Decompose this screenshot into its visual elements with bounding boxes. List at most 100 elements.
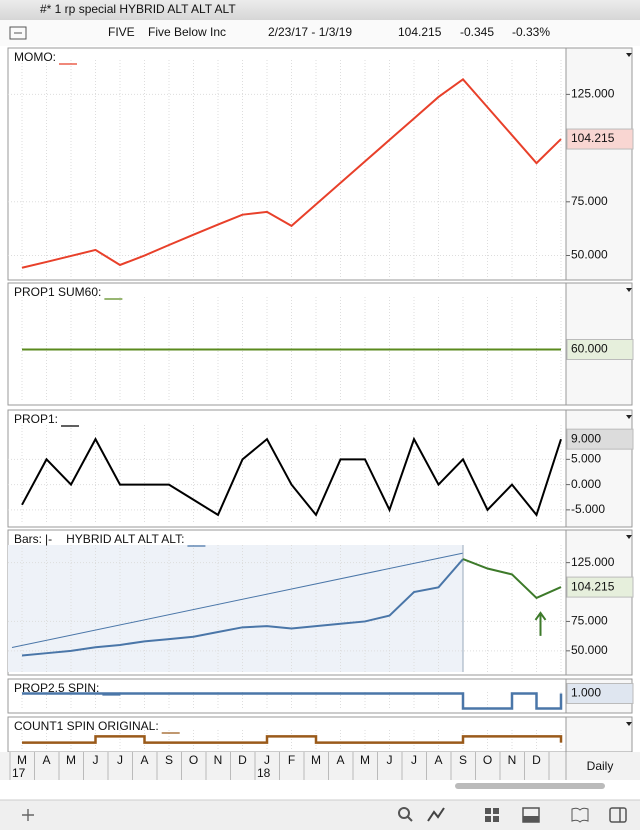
panel-menu	[626, 53, 632, 57]
header-bar	[0, 20, 640, 46]
scale-area	[565, 716, 633, 753]
search-button[interactable]	[398, 807, 410, 819]
x-tick-label: S	[459, 753, 467, 767]
search-handle	[407, 816, 413, 822]
line	[21, 436, 562, 517]
current-value-label: 104.215	[571, 579, 615, 593]
panel-frame	[7, 678, 633, 714]
y-tick-label: 125.000	[571, 87, 615, 101]
price-change-pct: -0.33%	[512, 25, 550, 39]
sidebar-button[interactable]	[609, 807, 627, 823]
panel-menu	[626, 722, 632, 726]
y-tick-label: 75.000	[571, 194, 608, 208]
current-value-label: 60.000	[571, 342, 608, 356]
panel-title: Bars:	[14, 532, 42, 546]
y-tick-label: 125.000	[571, 555, 615, 569]
scale-area	[565, 47, 633, 281]
panel-menu	[626, 535, 632, 539]
x-tick-label: D	[532, 753, 541, 767]
interval[interactable]: Daily	[587, 759, 614, 773]
x-tick-label: J	[93, 753, 99, 767]
panel: PROP1 SUM60: 60.000	[7, 282, 634, 406]
current-value-box	[566, 128, 634, 150]
step-line	[22, 692, 563, 710]
signal-arrow	[534, 611, 547, 636]
panel: 125.000 75.000 50.000 MOMO: 104.215	[7, 47, 634, 281]
last-price: 104.215	[398, 25, 442, 39]
panel-title: PROP1 SUM60:	[14, 285, 101, 299]
scrollbar[interactable]	[455, 783, 605, 789]
year-label: 18	[257, 766, 271, 780]
line	[21, 558, 464, 657]
layout-button[interactable]	[485, 808, 499, 822]
company-name: Five Below Inc	[148, 25, 226, 39]
current-value-label: 9.000	[571, 431, 601, 445]
x-tick-label: A	[434, 753, 442, 767]
x-tick-label: O	[483, 753, 492, 767]
draw-button[interactable]	[427, 807, 445, 822]
panel-frame	[7, 47, 633, 281]
x-tick-label: O	[189, 753, 198, 767]
time-axis	[0, 752, 640, 780]
panel-subtitle: HYBRID ALT ALT ALT:	[66, 532, 184, 546]
y-tick-label: 5.000	[571, 452, 601, 466]
panel: PROP2.5 SPIN: 1.000	[7, 678, 634, 714]
panel-title: PROP1:	[14, 412, 58, 426]
step-line	[22, 735, 563, 744]
line	[462, 558, 562, 600]
price-change: -0.345	[460, 25, 494, 39]
toolbar	[0, 800, 640, 830]
x-tick-label: M	[17, 753, 27, 767]
panel-title: PROP2.5 SPIN:	[14, 681, 99, 695]
x-tick-label: D	[238, 753, 247, 767]
x-tick-label: M	[360, 753, 370, 767]
trend-line	[11, 552, 464, 649]
panel: 125.000 75.000 50.000 Bars: |- HYBRID ALT ALT…	[7, 529, 634, 676]
x-tick-label: M	[311, 753, 321, 767]
year-label: 17	[12, 766, 26, 780]
scale-area	[565, 529, 633, 676]
x-tick-label: N	[214, 753, 223, 767]
current-value-box	[566, 428, 634, 450]
x-tick-label: J	[411, 753, 417, 767]
symbol: FIVE	[108, 25, 135, 39]
y-tick-label: -5.000	[571, 502, 605, 516]
current-value-label: 104.215	[571, 131, 615, 145]
window-title: #* 1 rp special HYBRID ALT ALT ALT	[40, 2, 236, 16]
panel-title: COUNT1 SPIN ORIGINAL:	[14, 719, 159, 733]
panel-title: MOMO:	[14, 50, 56, 64]
current-value-box	[566, 576, 634, 598]
current-value-label: 1.000	[571, 686, 601, 700]
x-tick-label: J	[264, 753, 270, 767]
x-tick-label: A	[42, 753, 50, 767]
panel-menu	[626, 288, 632, 292]
panel: COUNT1 SPIN ORIGINAL:	[7, 716, 633, 753]
title-bar	[0, 0, 640, 20]
current-value-box	[566, 683, 634, 704]
panel-button-fill	[523, 816, 539, 822]
x-tick-label: A	[140, 753, 148, 767]
x-tick-label: F	[288, 753, 295, 767]
line	[21, 77, 562, 269]
add-button[interactable]	[22, 809, 34, 821]
panel-icon[interactable]	[9, 26, 27, 40]
date-range: 2/23/17 - 1/3/19	[268, 25, 352, 39]
x-tick-label: J	[387, 753, 393, 767]
panel-frame	[7, 716, 633, 753]
x-tick-label: M	[66, 753, 76, 767]
panel-marker: |-	[45, 532, 52, 546]
y-tick-label: 75.000	[571, 614, 608, 628]
book-button[interactable]	[571, 807, 589, 823]
panels: 125.000 75.000 50.000 MOMO: 104.215 PROP1 SUM…	[7, 47, 634, 753]
x-tick-label: A	[336, 753, 344, 767]
shaded-range	[8, 545, 463, 672]
current-value-box	[566, 339, 634, 360]
y-tick-label: 0.000	[571, 477, 601, 491]
panel: 5.000 0.000 -5.000 PROP1: 9.000	[7, 409, 634, 528]
x-tick-label: N	[508, 753, 517, 767]
panel-frame	[7, 282, 633, 406]
panel-menu	[626, 415, 632, 419]
y-tick-label: 50.000	[571, 643, 608, 657]
x-tick-label: S	[165, 753, 173, 767]
